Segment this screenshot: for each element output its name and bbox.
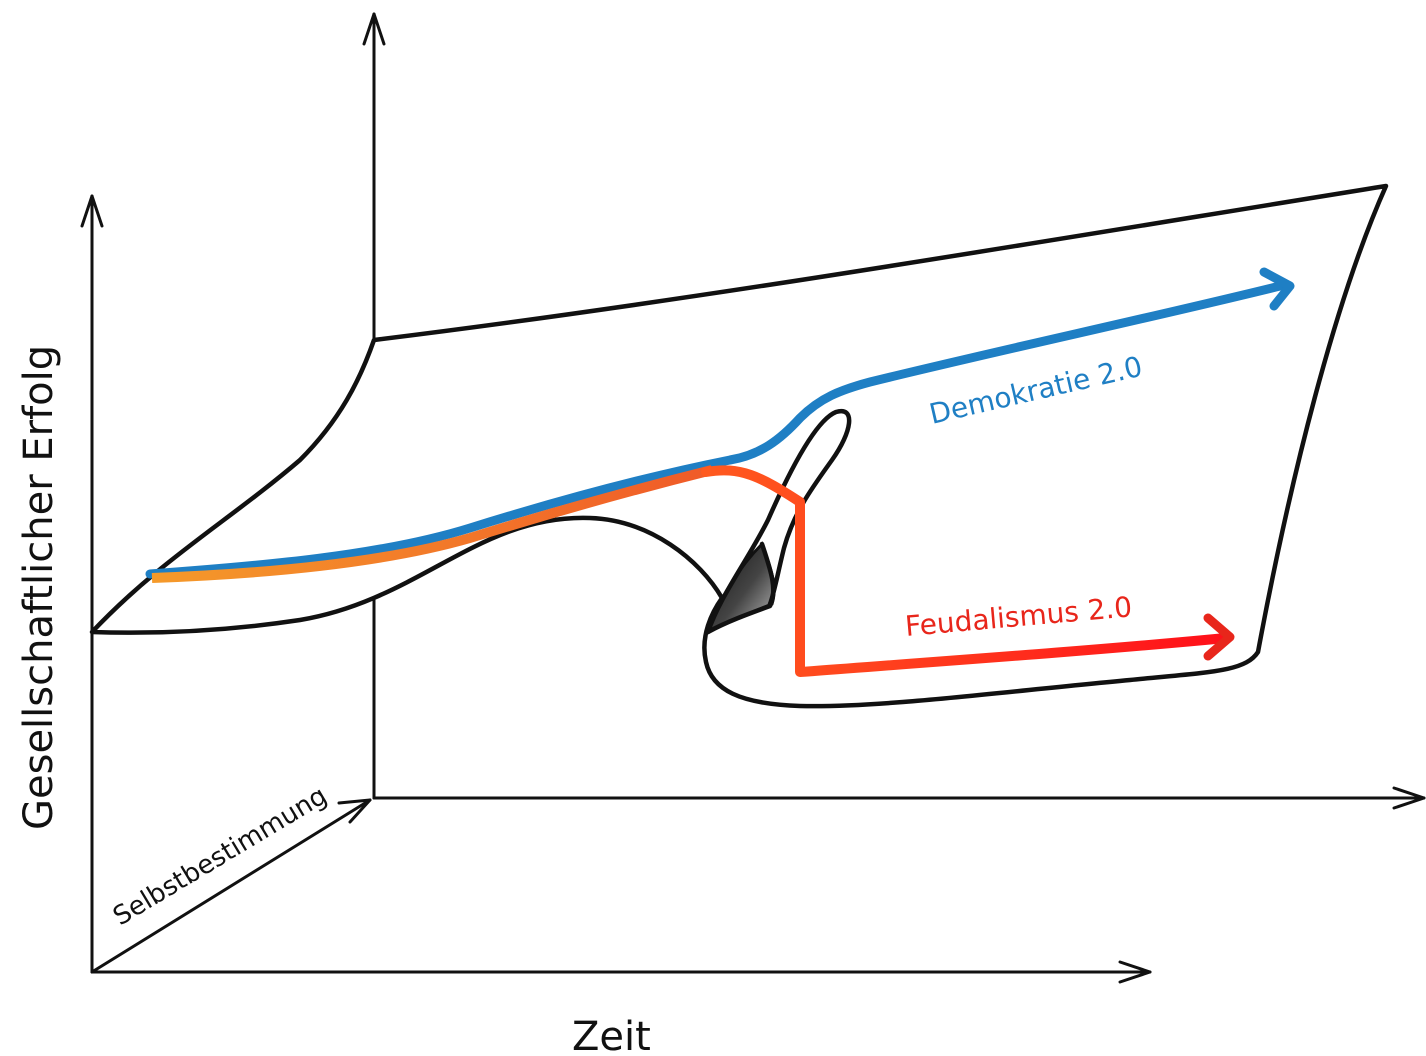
feudalism-path — [701, 465, 1231, 677]
z-axis — [90, 798, 372, 974]
trajectories — [145, 267, 1295, 677]
x-axis-back-arrowhead — [1392, 786, 1426, 810]
y-axis-label: Gesellschaftlicher Erfolg — [16, 345, 62, 830]
x-axis-label: Zeit — [572, 1014, 651, 1056]
x-axis-front-arrowhead — [1118, 960, 1152, 984]
surface-sheet — [89, 183, 1389, 709]
y-axis-front-arrowhead — [80, 194, 104, 228]
folded-surface — [89, 183, 1389, 709]
democracy-arrowhead — [1259, 267, 1295, 311]
shared-start-path — [151, 465, 714, 583]
fold-loop — [705, 408, 852, 635]
z-axis-label: Selbstbestimmung — [108, 781, 332, 932]
feudalism-arrowhead — [1203, 613, 1235, 661]
y-axis-back-arrowhead — [362, 12, 386, 46]
democracy-path — [145, 281, 1285, 579]
fold-inner-edge — [705, 541, 776, 635]
z-axis-arrowhead — [337, 798, 372, 824]
